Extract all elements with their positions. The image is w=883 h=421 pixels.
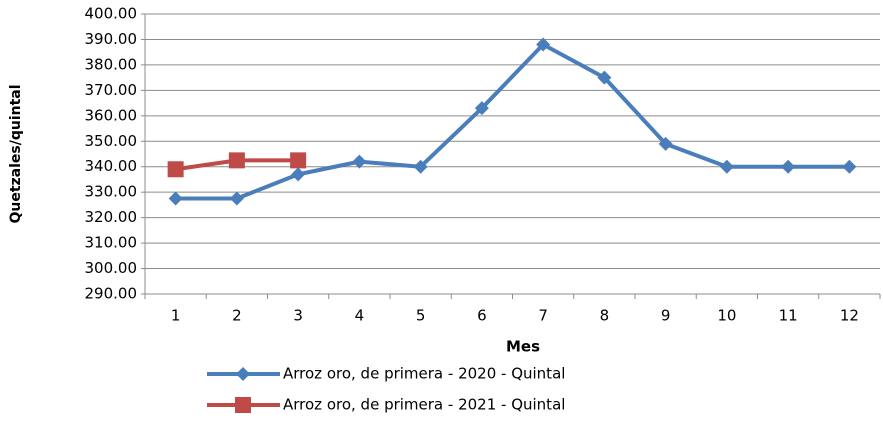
- x-tick-label: 4: [355, 307, 365, 325]
- marker: [536, 37, 551, 52]
- marker: [167, 161, 184, 178]
- x-axis-title: Mes: [506, 338, 540, 356]
- marker: [229, 191, 244, 206]
- x-tick-label: 8: [600, 307, 610, 325]
- marker: [352, 154, 367, 169]
- y-tick-label: 390.00: [85, 30, 138, 48]
- y-tick-label: 330.00: [85, 183, 138, 201]
- marker: [228, 152, 245, 169]
- marker: [413, 159, 428, 174]
- x-tick-label: 3: [293, 307, 303, 325]
- marker: [597, 70, 612, 85]
- legend-marker: [235, 397, 251, 413]
- y-tick-label: 310.00: [85, 234, 138, 252]
- x-tick-label: 9: [661, 307, 671, 325]
- y-tick-label: 400.00: [85, 5, 138, 23]
- y-tick-label: 350.00: [85, 132, 138, 150]
- x-tick-label: 11: [779, 307, 798, 325]
- y-tick-label: 340.00: [85, 157, 138, 175]
- marker: [291, 167, 306, 182]
- marker: [658, 136, 673, 151]
- marker: [168, 191, 183, 206]
- x-tick-label: 2: [232, 307, 242, 325]
- marker: [719, 159, 734, 174]
- legend-label: Arroz oro, de primera - 2020 - Quintal: [283, 365, 565, 383]
- series-line: [175, 42, 850, 201]
- legend-marker: [236, 367, 250, 381]
- marker: [842, 159, 857, 174]
- x-tick-label: 1: [171, 307, 181, 325]
- y-tick-label: 320.00: [85, 208, 138, 226]
- y-tick-label: 370.00: [85, 81, 138, 99]
- marker: [474, 101, 489, 116]
- legend-label: Arroz oro, de primera - 2021 - Quintal: [283, 396, 565, 414]
- y-axis-title: Quetzales/quintal: [8, 84, 24, 223]
- x-tick-label: 10: [717, 307, 736, 325]
- y-tick-label: 300.00: [85, 259, 138, 277]
- marker: [290, 152, 307, 169]
- marker: [781, 159, 796, 174]
- x-tick-label: 6: [477, 307, 487, 325]
- x-tick-label: 12: [840, 307, 859, 325]
- y-tick-label: 380.00: [85, 55, 138, 73]
- x-tick-label: 5: [416, 307, 426, 325]
- y-tick-label: 290.00: [85, 285, 138, 303]
- x-tick-label: 7: [538, 307, 548, 325]
- y-tick-label: 360.00: [85, 106, 138, 124]
